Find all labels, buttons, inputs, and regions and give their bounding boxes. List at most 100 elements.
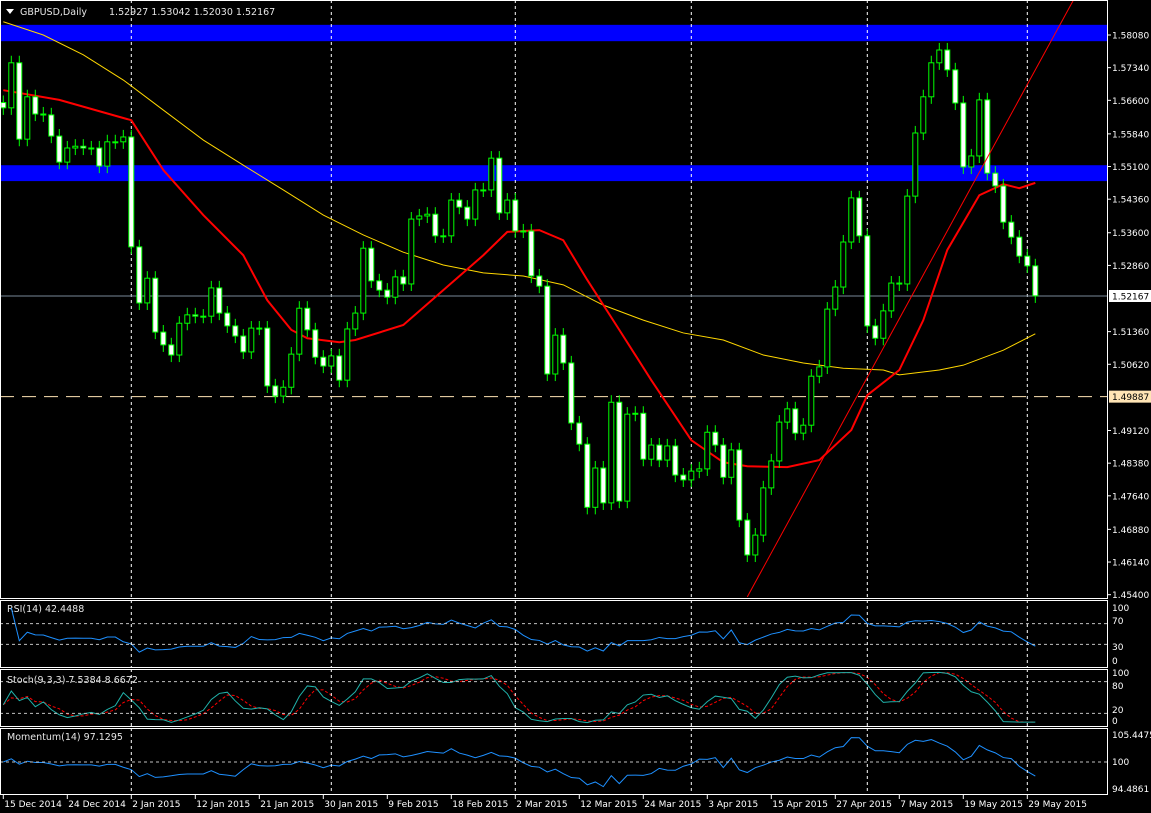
rsi-pane[interactable]: RSI(14) 42.4488: [7, 604, 1036, 653]
bear-candle: [584, 443, 591, 508]
bull-candle: [976, 99, 983, 157]
date-axis-label: 9 Feb 2015: [388, 800, 438, 810]
bull-candle: [920, 96, 927, 134]
bear-candle: [32, 96, 39, 115]
bear-candle: [1, 102, 7, 109]
bear-candle: [1024, 255, 1031, 267]
bull-candle: [184, 314, 191, 324]
price-axis-label: 1.45400: [1112, 591, 1149, 601]
bull-candle: [768, 460, 775, 489]
bear-candle: [720, 444, 727, 478]
bear-candle: [512, 199, 519, 232]
bear-candle: [1016, 236, 1023, 257]
bull-candle: [624, 413, 631, 502]
bull-candle: [472, 189, 479, 220]
bear-candle: [712, 431, 719, 446]
bear-candle: [16, 62, 23, 140]
bear-candle: [112, 141, 119, 144]
bull-candle: [824, 308, 831, 368]
bear-candle: [256, 327, 263, 330]
bull-candle: [408, 218, 415, 285]
bear-candle: [744, 519, 751, 556]
bear-candle: [272, 385, 279, 397]
date-axis-label: 19 May 2015: [964, 800, 1023, 810]
rsi-axis-label: 30: [1112, 643, 1124, 653]
bull-candle: [808, 375, 815, 426]
bull-candle: [280, 386, 287, 397]
stoch-axis-label: 0: [1112, 717, 1118, 727]
bear-candle: [1000, 185, 1007, 223]
fast-moving-average-line: [3, 89, 1036, 469]
bear-candle: [528, 230, 535, 277]
bear-candle: [736, 449, 743, 521]
bull-candle: [648, 444, 655, 460]
pane-border: [0, 728, 1108, 795]
bear-candle: [856, 197, 863, 237]
date-axis-label: 18 Feb 2015: [452, 800, 508, 810]
resistance-zone: [1, 24, 1107, 42]
bear-candle: [136, 246, 143, 304]
bear-candle: [128, 136, 135, 248]
date-axis-label: 21 Jan 2015: [260, 800, 314, 810]
bull-candle: [936, 49, 943, 64]
bear-candle: [672, 445, 679, 476]
date-axis-label: 24 Dec 2014: [68, 800, 126, 810]
date-axis-label: 7 May 2015: [900, 800, 953, 810]
rsi-label: RSI(14) 42.4488: [7, 604, 84, 615]
bear-candle: [984, 99, 991, 174]
bull-candle: [592, 467, 599, 508]
bear-candle: [960, 102, 967, 168]
bear-candle: [576, 422, 583, 445]
bull-candle: [928, 62, 935, 98]
bull-candle: [208, 287, 215, 317]
bear-candle: [432, 213, 439, 237]
date-axis-label: 2 Mar 2015: [516, 800, 567, 810]
bear-candle: [864, 235, 871, 327]
bull-candle: [800, 424, 807, 434]
period-separators: [130, 1, 1028, 597]
bear-candle: [304, 307, 311, 331]
level-price-label: 1.49887: [1112, 393, 1149, 403]
bull-candle: [72, 145, 79, 149]
trendline-line[interactable]: [746, 0, 1123, 597]
bull-candle: [664, 445, 671, 461]
momentum-pane[interactable]: Momentum(14) 97.1295: [3, 732, 1036, 788]
bull-candle: [144, 277, 151, 304]
price-axis-label: 1.46880: [1112, 526, 1149, 536]
chart-symbol-title: GBPUSD,Daily: [20, 7, 87, 18]
bull-candle: [360, 247, 367, 314]
price-axis-label: 1.58080: [1112, 32, 1149, 42]
bear-candle: [544, 285, 551, 375]
date-axis-label: 15 Dec 2014: [4, 800, 62, 810]
price-axis-label: 1.49120: [1112, 427, 1149, 437]
bear-candle: [872, 325, 879, 339]
bull-candle: [392, 276, 399, 298]
bear-candle: [896, 282, 903, 285]
stoch-label: Stoch(9,3,3) 7.5384 8.6672: [7, 675, 138, 686]
bear-candle: [464, 206, 471, 220]
rsi-line: [10, 607, 1036, 653]
bull-candle: [448, 199, 455, 237]
bull-candle: [632, 412, 639, 415]
price-axis-label: 1.46140: [1112, 559, 1149, 569]
price-axis-label: 1.56600: [1112, 97, 1149, 107]
price-axis[interactable]: 1.58080 1.57340 1.56600 1.55840 1.55100 1.543…: [1107, 32, 1151, 602]
stoch-main-line: [2, 671, 1036, 724]
dropdown-triangle-icon[interactable]: [6, 9, 14, 14]
bull-candle: [840, 241, 847, 288]
bear-candle: [1032, 265, 1039, 297]
trendline[interactable]: [746, 0, 1123, 597]
stochastic-pane[interactable]: Stoch(9,3,3) 7.5384 8.6672: [2, 671, 1036, 724]
date-axis-label: 15 Apr 2015: [772, 800, 828, 810]
date-axis[interactable]: 15 Dec 2014 24 Dec 2014 2 Jan 2015 12 Jan 2…: [2, 794, 1087, 810]
price-axis-label: 1.53600: [1112, 229, 1149, 239]
bull-candle: [288, 353, 295, 388]
main-price-pane[interactable]: GBPUSD,Daily 1.52927 1.53042 1.52030 1.5…: [0, 0, 1123, 598]
bear-candle: [240, 335, 247, 353]
price-axis-label: 1.50620: [1112, 361, 1149, 371]
rsi-axis-label: 0: [1112, 657, 1118, 667]
bull-candle: [64, 147, 71, 163]
